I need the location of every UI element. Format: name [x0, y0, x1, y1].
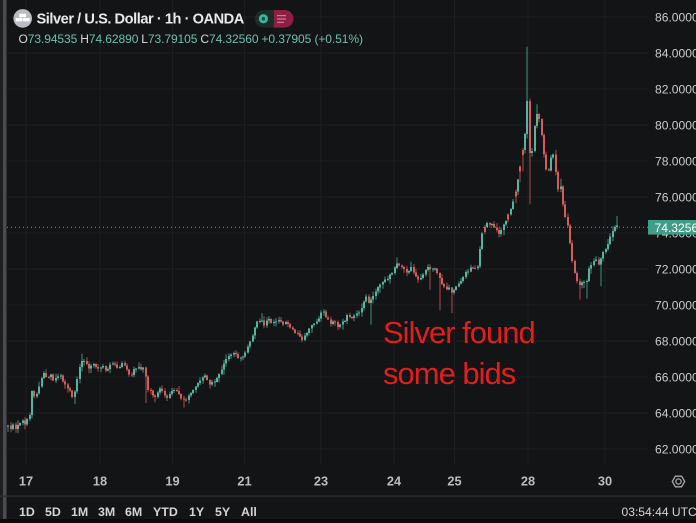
- svg-text:1Y: 1Y: [189, 505, 205, 519]
- svg-text:80.00000: 80.00000: [655, 118, 696, 132]
- svg-text:64.00000: 64.00000: [655, 406, 696, 420]
- svg-text:21: 21: [237, 474, 251, 489]
- svg-text:76.00000: 76.00000: [655, 190, 696, 204]
- svg-text:5D: 5D: [45, 505, 61, 519]
- svg-text:Silver found: Silver found: [383, 315, 535, 350]
- svg-text:YTD: YTD: [153, 505, 178, 519]
- svg-text:Silver / U.S. Dollar · 1h · OA: Silver / U.S. Dollar · 1h · OANDA: [37, 11, 245, 27]
- svg-text:74.32560: 74.32560: [655, 221, 696, 235]
- svg-text:5Y: 5Y: [215, 505, 231, 519]
- svg-text:25: 25: [447, 474, 461, 489]
- svg-text:66.00000: 66.00000: [655, 370, 696, 384]
- svg-text:03:54:44 UTC: 03:54:44 UTC: [622, 505, 696, 519]
- svg-text:72.00000: 72.00000: [655, 262, 696, 276]
- svg-text:62.00000: 62.00000: [655, 442, 696, 456]
- svg-text:70.00000: 70.00000: [655, 298, 696, 312]
- svg-text:6M: 6M: [125, 505, 142, 519]
- svg-text:17: 17: [19, 474, 33, 489]
- svg-text:19: 19: [165, 474, 179, 489]
- svg-text:18: 18: [93, 474, 107, 489]
- svg-text:23: 23: [314, 474, 328, 489]
- svg-text:84.00000: 84.00000: [655, 46, 696, 60]
- svg-text:68.00000: 68.00000: [655, 334, 696, 348]
- svg-text:1D: 1D: [19, 505, 35, 519]
- svg-text:28: 28: [521, 474, 535, 489]
- svg-text:24: 24: [387, 474, 402, 489]
- svg-text:86.00000: 86.00000: [655, 10, 696, 24]
- svg-text:All: All: [241, 505, 257, 519]
- svg-text:some bids: some bids: [383, 356, 516, 391]
- svg-text:78.00000: 78.00000: [655, 154, 696, 168]
- svg-text:82.00000: 82.00000: [655, 82, 696, 96]
- svg-text:3M: 3M: [98, 505, 115, 519]
- svg-text:30: 30: [598, 474, 612, 489]
- svg-text:1M: 1M: [71, 505, 88, 519]
